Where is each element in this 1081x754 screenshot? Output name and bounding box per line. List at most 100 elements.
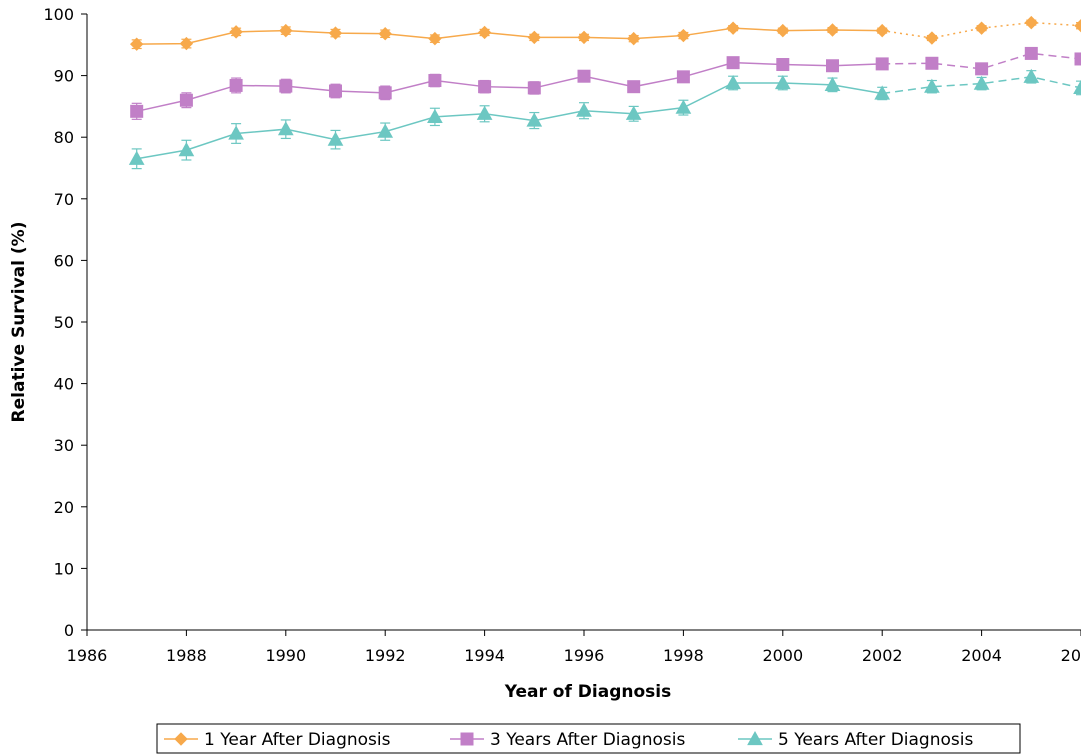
y-tick-label: 20 [54, 498, 74, 517]
data-point [1023, 68, 1040, 83]
x-tick-label: 1998 [663, 646, 704, 665]
data-point [476, 105, 493, 120]
data-point [925, 56, 939, 70]
data-point [576, 102, 592, 117]
data-point [627, 80, 641, 94]
data-point [378, 27, 392, 41]
data-point [377, 123, 394, 138]
y-tick-label: 40 [54, 375, 74, 394]
legend-item-1: 1 Year After Diagnosis [164, 730, 391, 750]
data-point [776, 23, 790, 38]
y-tick-label: 70 [54, 190, 74, 209]
legend-marker [174, 732, 188, 746]
data-point [378, 86, 392, 100]
x-tick-label: 2004 [961, 646, 1002, 665]
data-point [625, 105, 642, 120]
x-tick-label: 2006 [1061, 646, 1081, 665]
data-point [1074, 18, 1081, 33]
data-point [428, 31, 442, 46]
data-point [229, 78, 243, 92]
series-line [136, 27, 883, 45]
data-point [577, 69, 591, 83]
series-line [136, 82, 883, 160]
y-tick-label: 0 [64, 621, 74, 640]
series-line-projected [882, 52, 1081, 70]
data-point [974, 21, 989, 35]
data-point [577, 30, 591, 45]
legend-items: 1 Year After Diagnosis 3 Years After Diag… [164, 730, 973, 750]
data-point [179, 36, 194, 51]
data-point [527, 81, 541, 95]
legend-label: 5 Years After Diagnosis [778, 730, 973, 750]
data-point [129, 37, 144, 51]
legend-marker [747, 730, 763, 746]
data-point [1074, 52, 1081, 66]
legend-box [156, 723, 1021, 754]
data-point [1073, 79, 1081, 95]
legend-item-3: 5 Years After Diagnosis [738, 730, 973, 750]
data-point [128, 150, 145, 165]
series-2 [130, 46, 1081, 120]
data-point [626, 31, 641, 46]
x-tick-label: 1992 [365, 646, 406, 665]
data-point [228, 125, 244, 140]
data-point [130, 104, 144, 118]
series-3 [128, 68, 1081, 170]
x-tick-label: 2002 [862, 646, 903, 665]
data-point [826, 59, 839, 73]
data-point [774, 74, 791, 90]
data-point [925, 31, 939, 45]
data-point [676, 28, 691, 43]
series-line [136, 61, 883, 113]
data-point [726, 56, 740, 70]
data-point [279, 79, 293, 93]
data-point [825, 23, 840, 37]
x-tick-label: 1986 [67, 646, 108, 665]
x-tick-label: 1994 [464, 646, 505, 665]
y-tick-label: 10 [54, 559, 74, 578]
legend-item-2: 3 Years After Diagnosis [450, 730, 685, 750]
data-point [726, 21, 740, 35]
data-point [279, 23, 293, 38]
data-point [973, 75, 990, 90]
data-point [776, 58, 790, 72]
legend: 1 Year After Diagnosis 3 Years After Diag… [156, 723, 1021, 754]
y-tick-label: 100 [43, 5, 74, 24]
series-1 [129, 15, 1081, 51]
data-point [725, 74, 741, 90]
series-layer [128, 15, 1081, 170]
data-point [924, 78, 940, 93]
legend-marker [460, 732, 474, 746]
x-tick-label: 1990 [265, 646, 306, 665]
data-point [178, 142, 195, 157]
legend-label: 3 Years After Diagnosis [490, 730, 685, 750]
data-point [875, 23, 889, 38]
data-point [676, 70, 690, 84]
y-tick-label: 80 [54, 128, 74, 147]
data-point [428, 74, 442, 88]
data-point [526, 112, 543, 127]
x-axis-title: Year of Diagnosis [504, 682, 671, 702]
data-point [975, 62, 989, 76]
data-point [478, 80, 492, 94]
y-tick-label: 50 [54, 313, 74, 332]
data-point [229, 25, 243, 39]
y-axis-title: Relative Survival (%) [9, 222, 29, 423]
data-point [477, 25, 492, 40]
data-point [329, 84, 342, 98]
data-point [1024, 46, 1038, 60]
data-point [427, 108, 443, 123]
y-ticks: 0 10 20 30 40 50 60 70 80 90 100 [43, 5, 87, 640]
x-tick-label: 2000 [762, 646, 803, 665]
data-point [327, 131, 344, 146]
y-tick-label: 30 [54, 436, 74, 455]
data-point [875, 57, 889, 71]
data-point [527, 30, 542, 45]
data-point [675, 99, 692, 114]
data-point [277, 121, 294, 136]
data-point [179, 93, 193, 107]
series-line-projected [882, 76, 1081, 95]
y-tick-label: 60 [54, 251, 74, 270]
x-tick-label: 1996 [564, 646, 605, 665]
